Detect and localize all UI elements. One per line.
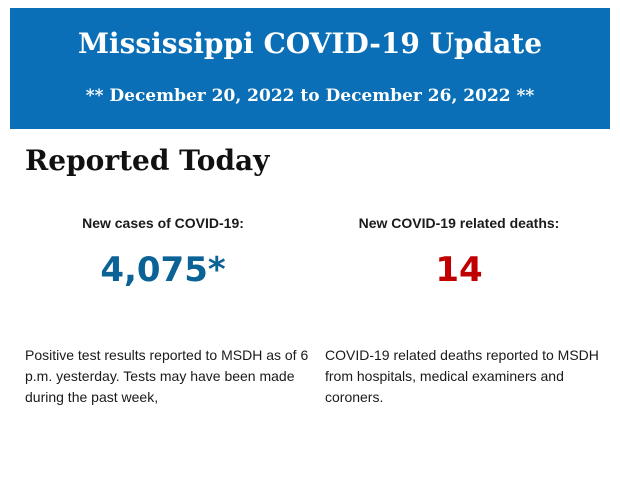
date-range: ** December 20, 2022 to December 26, 202…	[85, 86, 535, 106]
new-cases-value: 4,075*	[100, 250, 226, 290]
new-cases-label: New cases of COVID-19:	[82, 215, 244, 231]
new-cases-description: Positive test results reported to MSDH a…	[25, 347, 309, 405]
page-title: Mississippi COVID-19 Update	[77, 27, 543, 60]
new-deaths-label: New COVID-19 related deaths:	[358, 215, 560, 231]
header-banner: Mississippi COVID-19 Update ** December …	[10, 8, 610, 129]
new-deaths-value: 14	[435, 250, 483, 290]
section-heading: Reported Today	[25, 144, 270, 177]
new-deaths-description: COVID-19 related deaths reported to MSDH…	[325, 347, 599, 405]
